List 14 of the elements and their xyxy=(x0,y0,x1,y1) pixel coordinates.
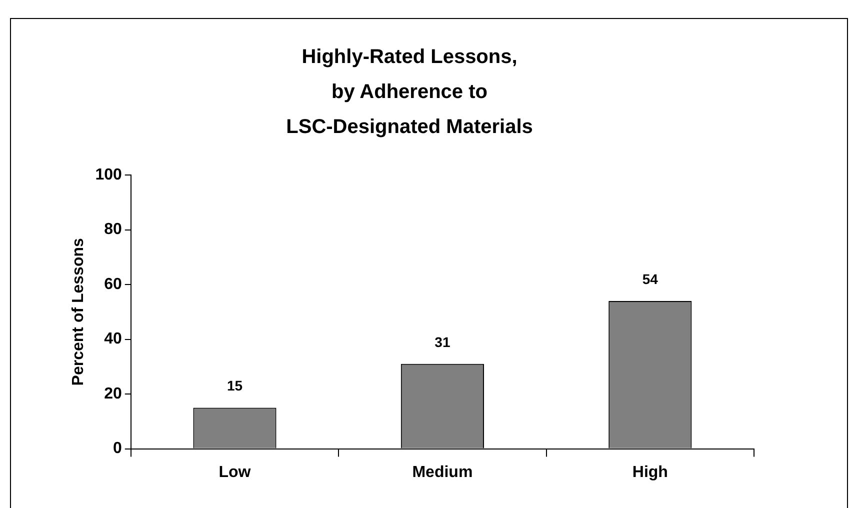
y-tick-label: 80 xyxy=(104,221,122,238)
x-tick-label: Medium xyxy=(412,464,473,481)
y-tick-label: 100 xyxy=(95,166,122,184)
y-tick-label: 40 xyxy=(104,330,122,348)
x-tick-label: Low xyxy=(218,464,252,481)
x-tick-label: High xyxy=(632,464,668,481)
chart-title: Highly-Rated Lessons, by Adherence to LSC-Designated Materials xyxy=(286,46,533,138)
data-label: 31 xyxy=(434,334,450,350)
y-tick-label: 20 xyxy=(104,385,122,402)
y-tick-label: 0 xyxy=(112,440,122,458)
data-label: 15 xyxy=(226,378,243,394)
y-axis-title: Percent of Lessons xyxy=(70,238,88,386)
y-tick-label: 60 xyxy=(104,276,122,293)
data-label: 54 xyxy=(642,270,658,287)
